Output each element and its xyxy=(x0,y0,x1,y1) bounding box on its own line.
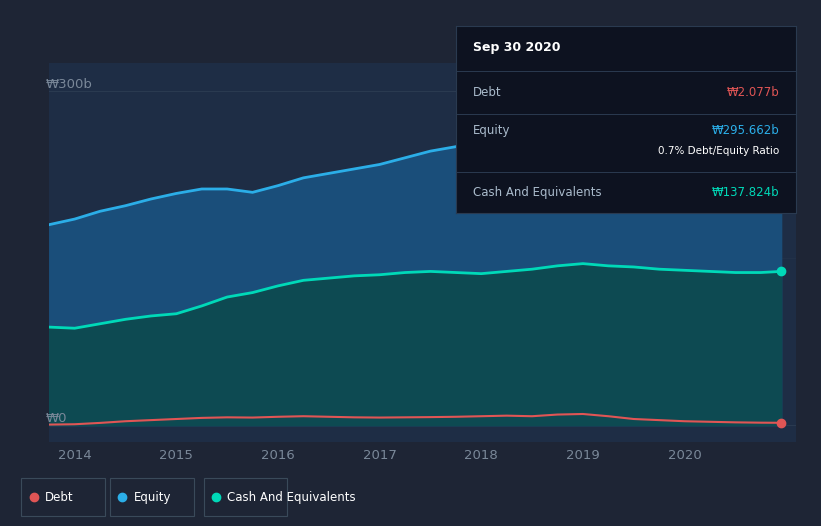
Text: ₩300b: ₩300b xyxy=(45,78,93,91)
Text: Equity: Equity xyxy=(473,124,510,137)
Text: ₩295.662b: ₩295.662b xyxy=(712,124,779,137)
FancyBboxPatch shape xyxy=(204,478,287,516)
Text: ₩0: ₩0 xyxy=(45,412,67,425)
Text: Debt: Debt xyxy=(473,86,502,99)
FancyBboxPatch shape xyxy=(110,478,194,516)
Text: ₩137.824b: ₩137.824b xyxy=(712,186,779,199)
Text: Cash And Equivalents: Cash And Equivalents xyxy=(227,491,355,503)
Text: 0.7% Debt/Equity Ratio: 0.7% Debt/Equity Ratio xyxy=(658,146,779,156)
Text: Sep 30 2020: Sep 30 2020 xyxy=(473,41,560,54)
Text: Cash And Equivalents: Cash And Equivalents xyxy=(473,186,601,199)
Text: ₩2.077b: ₩2.077b xyxy=(727,86,779,99)
Text: Equity: Equity xyxy=(134,491,171,503)
FancyBboxPatch shape xyxy=(21,478,105,516)
Text: Debt: Debt xyxy=(45,491,74,503)
